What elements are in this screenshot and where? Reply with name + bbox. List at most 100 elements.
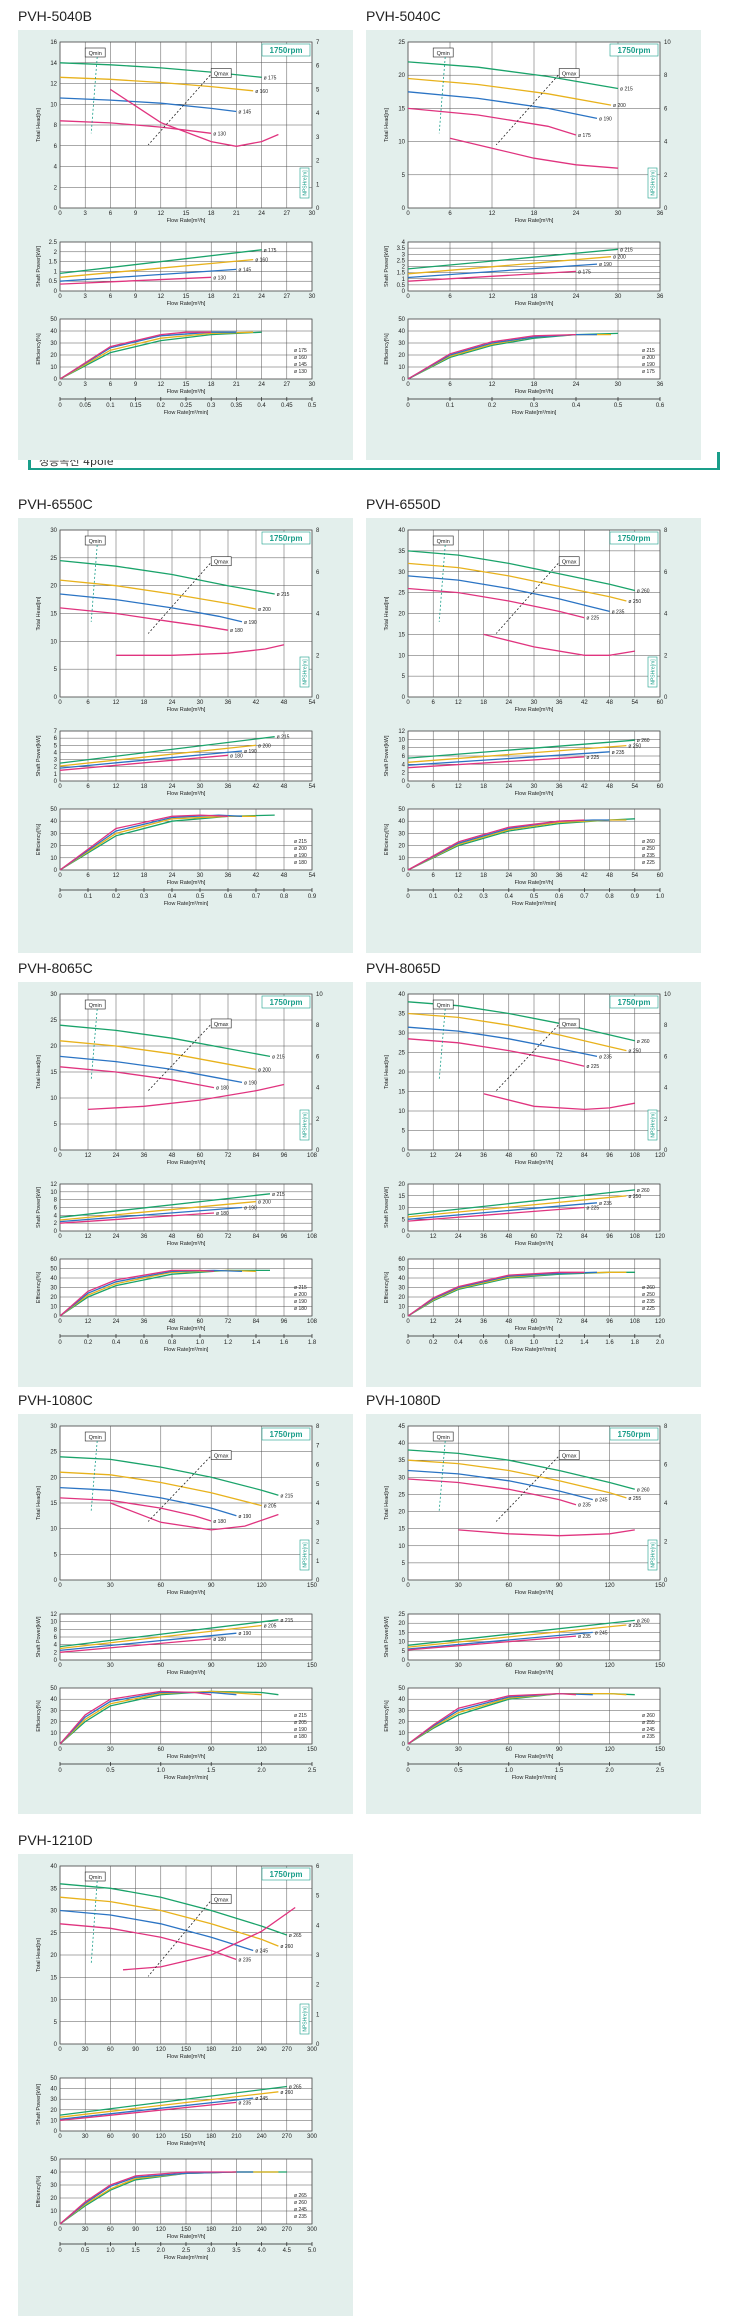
series-label: ø 160 <box>255 258 268 264</box>
npsh-label-box <box>299 167 310 199</box>
min-tick-label: 0.25 <box>180 403 192 409</box>
x-tick-label: 24 <box>258 382 265 388</box>
y-tick-label: 14 <box>50 61 57 67</box>
x-tick-label: 90 <box>208 1583 215 1589</box>
x-tick-label: 120 <box>655 1319 666 1325</box>
x-tick-label: 0 <box>58 294 62 300</box>
x-tick-label: 0 <box>58 1234 62 1240</box>
y-tick-label: 5 <box>54 1122 58 1128</box>
x-tick-label: 60 <box>157 1583 164 1589</box>
x-tick-label: 24 <box>505 784 512 790</box>
x-tick-label: 36 <box>556 700 563 706</box>
y-tick-label: 20 <box>398 1295 405 1301</box>
legend-entry: ø 245 <box>294 2207 307 2213</box>
qmax-line <box>495 1024 559 1091</box>
series-line <box>59 814 229 871</box>
x-tick-label: 150 <box>181 2227 192 2233</box>
efficiency-panel: 0 12 24 36 48 60 72 84 96 108 0 10 20 30 40 50 60 Efficie… <box>36 1257 318 1353</box>
x-tick-label: 60 <box>107 2134 114 2140</box>
x-tick-label: 0 <box>406 382 410 388</box>
rpm-label: 1750rpm <box>270 534 303 543</box>
qmax-label: Qmax <box>562 1022 577 1028</box>
y-tick-label: 8 <box>402 746 406 752</box>
x-tick-label: 18 <box>208 382 215 388</box>
x-tick-label: 120 <box>655 1234 666 1240</box>
x-axis-label: Flow Rate[m³/h] <box>515 880 554 886</box>
y-tick-label: 20 <box>398 1621 405 1627</box>
min-tick-label: 0.7 <box>580 894 589 900</box>
series-label: ø 180 <box>213 1519 226 1525</box>
series-label: ø 250 <box>628 1194 641 1200</box>
min-tick-label: 0 <box>406 403 410 409</box>
x-tick-label: 0 <box>406 294 410 300</box>
y-tick-label: 10 <box>50 856 57 862</box>
y-tick-label: 25 <box>398 1051 405 1057</box>
series-line <box>59 559 275 595</box>
npsh-tick-label: 4 <box>316 1923 320 1929</box>
y-tick-label: 50 <box>50 807 57 813</box>
series-label: ø 235 <box>612 609 625 615</box>
min-tick-label: 0.15 <box>130 403 142 409</box>
chart-panel: 0 3 6 9 12 15 18 21 24 27 30 0 2 4 6 8 10 12 14 16 Total Hea… <box>18 30 353 460</box>
head-panel: 0 6 12 18 24 30 36 42 48 54 600510152025303540Tota… <box>384 528 668 713</box>
y-tick-label: 20 <box>50 1720 57 1726</box>
y-tick-label: 3 <box>402 252 406 258</box>
y-tick-label: 0 <box>402 1314 406 1320</box>
series-line <box>407 756 585 769</box>
y-tick-label: 4 <box>54 1643 58 1649</box>
legend-entry: ø 255 <box>642 1720 655 1726</box>
series-label: ø 200 <box>613 103 626 109</box>
series-label: ø 235 <box>578 1634 591 1640</box>
series-line <box>59 331 262 380</box>
npsh-axis-label: NPSHre[m] <box>303 1112 309 1138</box>
y-tick-label: 12 <box>50 82 57 88</box>
legend-entry: ø 190 <box>294 1299 307 1305</box>
min-tick-label: 1.0 <box>106 2248 115 2254</box>
series-label: ø 190 <box>599 116 612 122</box>
series-line <box>407 1271 598 1317</box>
x-tick-label: 36 <box>225 873 232 879</box>
npsh-tick-label: 2 <box>316 1117 320 1123</box>
chart-block: PVH-6550D 0 6 12 18 24 30 36 42 48 54 60 0 5 10 15 20 25 3… <box>366 496 701 953</box>
y-tick-label: 6 <box>402 754 406 760</box>
x-tick-label: 60 <box>505 1663 512 1669</box>
x-tick-label: 36 <box>225 784 232 790</box>
x-axis-label: Flow Rate[m³/h] <box>167 1160 206 1166</box>
npsh-label-box <box>647 656 658 688</box>
y-tick-label: 0 <box>54 1658 58 1664</box>
x-tick-label: 72 <box>225 1153 232 1159</box>
x-tick-label: 12 <box>455 784 462 790</box>
series-line <box>59 331 254 380</box>
npsh-tick-label: 10 <box>664 992 671 998</box>
series-label: ø 215 <box>280 1493 293 1499</box>
min-axis-label: Flow Rate[m³/min] <box>164 2255 209 2261</box>
y-tick-label: 60 <box>50 1257 57 1263</box>
npsh-tick-label: 2 <box>664 173 668 179</box>
x-tick-label: 96 <box>281 1319 288 1325</box>
min-tick-label: 0.35 <box>231 403 243 409</box>
min-tick-label: 0.2 <box>112 894 121 900</box>
qmin-line <box>90 1880 98 1964</box>
x-tick-label: 108 <box>307 1153 318 1159</box>
y-tick-label: 0 <box>402 1229 406 1235</box>
x-tick-label: 0 <box>58 784 62 790</box>
legend-entry: ø 175 <box>642 369 655 375</box>
y-tick-label: 35 <box>398 1012 405 1018</box>
npsh-tick-label: 10 <box>316 992 323 998</box>
npsh-tick-label: 2 <box>316 159 320 165</box>
qmin-label: Qmin <box>89 539 102 545</box>
y-axis-label: Total Head[m] <box>36 1486 42 1520</box>
npsh-curve <box>449 137 619 169</box>
x-tick-label: 84 <box>581 1153 588 1159</box>
x-tick-label: 120 <box>257 1747 268 1753</box>
y-tick-label: 30 <box>398 1286 405 1292</box>
x-tick-label: 12 <box>489 382 496 388</box>
y-tick-label: 15 <box>398 632 405 638</box>
legend-entry: ø 190 <box>642 362 655 368</box>
x-tick-label: 48 <box>169 1319 176 1325</box>
npsh-axis-label: NPSHre[m] <box>651 659 657 685</box>
x-tick-label: 12 <box>455 873 462 879</box>
y-tick-label: 30 <box>398 1475 405 1481</box>
x-axis-label: Flow Rate[m³/h] <box>167 791 206 797</box>
series-label: ø 180 <box>230 753 243 759</box>
